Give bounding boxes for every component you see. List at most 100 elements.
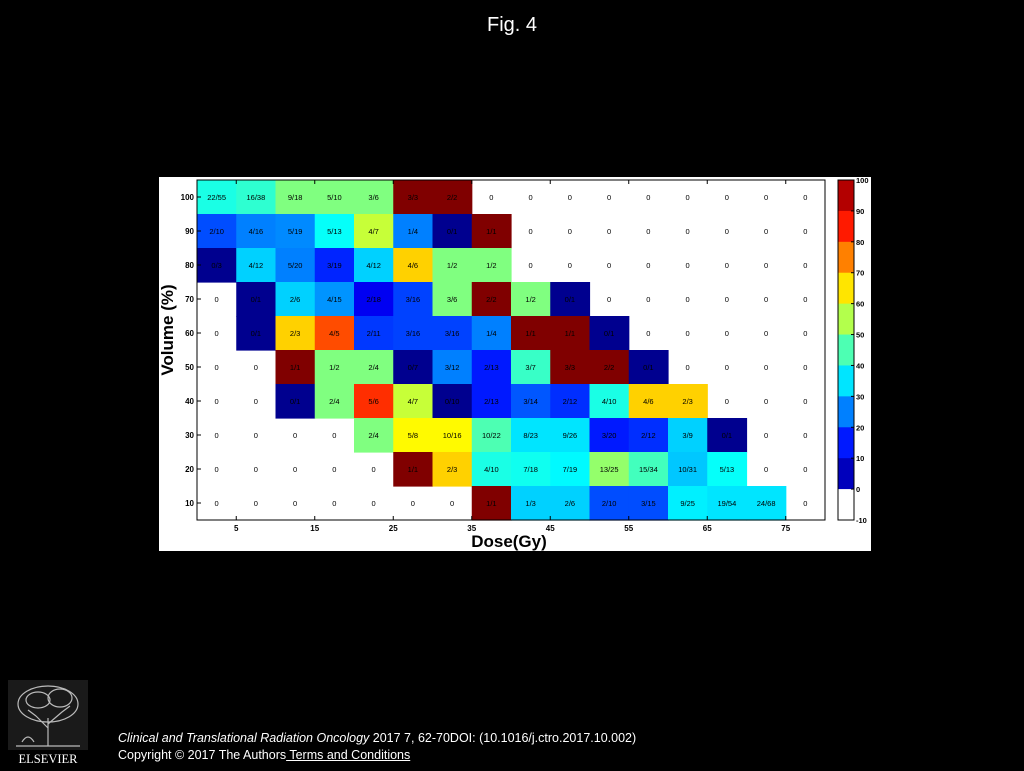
heatmap-cell	[354, 180, 394, 215]
cell-label: 0	[803, 227, 807, 236]
y-tick-label: 80	[185, 261, 194, 270]
heatmap-cell	[432, 418, 473, 453]
heatmap-cell	[393, 282, 434, 317]
cell-label: 2/13	[484, 397, 499, 406]
heatmap-cell	[589, 384, 630, 419]
y-tick-label: 40	[185, 397, 194, 406]
figure-panel: 22/55 16/38 9/18 5/10 3/6 3/3 2/2 0 0 0 0 0 0 0 0 0 2/10…	[159, 177, 871, 551]
cell-label: 0	[607, 295, 611, 304]
cell-label: 3/16	[406, 329, 421, 338]
cell-label: 7/19	[563, 465, 578, 474]
cell-label: 4/6	[643, 397, 653, 406]
cell-label: 0	[764, 295, 768, 304]
elsevier-logo: ELSEVIER	[8, 680, 88, 766]
cell-label: 0/1	[447, 227, 457, 236]
cell-label: 9/18	[288, 193, 303, 202]
cell-label: 0/1	[643, 363, 653, 372]
elsevier-wordmark: ELSEVIER	[18, 752, 78, 766]
cell-label: 2/12	[641, 431, 656, 440]
cell-label: 9/25	[680, 499, 695, 508]
heatmap-cell	[432, 316, 473, 351]
colorbar-tick-label: 40	[856, 361, 864, 370]
heatmap-cell	[707, 418, 748, 453]
heatmap-chart: 22/55 16/38 9/18 5/10 3/6 3/3 2/2 0 0 0 0 0 0 0 0 0 2/10…	[159, 177, 869, 551]
cell-label: 0	[803, 431, 807, 440]
heatmap-cell	[393, 452, 434, 487]
cell-label: 7/18	[523, 465, 538, 474]
colorbar-tick-label: 50	[856, 331, 864, 340]
heatmap-cell	[628, 350, 669, 385]
heatmap-cell	[314, 384, 355, 419]
cell-label: 4/10	[602, 397, 617, 406]
heatmap-cell	[393, 350, 434, 385]
cell-label: 0	[803, 193, 807, 202]
cell-label: 0	[293, 499, 297, 508]
cell-label: 1/3	[525, 499, 535, 508]
cell-label: 0	[215, 465, 219, 474]
heatmap-cell	[354, 384, 394, 419]
heatmap-cell	[550, 418, 591, 453]
heatmap-cell	[393, 248, 434, 283]
cell-label: 0	[686, 363, 690, 372]
cell-label: 0	[764, 363, 768, 372]
heatmap-cell	[432, 248, 473, 283]
heatmap-cell	[628, 452, 669, 487]
cell-label: 0	[529, 261, 533, 270]
heatmap-cell	[550, 316, 591, 351]
heatmap-cell	[236, 316, 277, 351]
x-tick-label: 25	[389, 524, 398, 533]
heatmap-cell	[236, 214, 277, 249]
cell-label: 0	[725, 363, 729, 372]
heatmap-cell	[393, 214, 434, 249]
cell-label: 0	[803, 499, 807, 508]
heatmap-cell	[589, 350, 630, 385]
cell-label: 0	[215, 431, 219, 440]
colorbar-tick-label: -10	[856, 516, 867, 525]
cell-label: 4/6	[408, 261, 418, 270]
heatmap-cell	[628, 418, 669, 453]
cell-label: 3/15	[641, 499, 656, 508]
footer-copyright: Copyright © 2017 The Authors Terms and C…	[118, 748, 410, 762]
cell-label: 2/4	[329, 397, 339, 406]
cell-label: 5/13	[327, 227, 342, 236]
x-tick-label: 65	[703, 524, 712, 533]
cell-label: 0	[215, 329, 219, 338]
cell-label: 0	[646, 295, 650, 304]
heatmap-cell	[589, 418, 630, 453]
terms-and-conditions-link[interactable]: Terms and Conditions	[286, 748, 411, 762]
cell-label: 1/1	[408, 465, 418, 474]
x-tick-label: 55	[624, 524, 633, 533]
heatmap-cell	[550, 452, 591, 487]
cell-label: 4/7	[368, 227, 378, 236]
cell-label: 0	[332, 499, 336, 508]
heatmap-cell	[432, 452, 473, 487]
heatmap-cell	[314, 282, 355, 317]
cell-label: 0	[254, 363, 258, 372]
heatmap-cell	[589, 316, 630, 351]
heatmap-cell	[550, 384, 591, 419]
cell-label: 5/19	[288, 227, 303, 236]
cell-label: 3/16	[406, 295, 421, 304]
heatmap-cell	[746, 486, 787, 521]
cell-label: 0	[646, 261, 650, 270]
cell-label: 3/7	[525, 363, 535, 372]
cell-label: 0	[725, 329, 729, 338]
cell-label: 1/1	[525, 329, 535, 338]
heatmap-cell	[471, 316, 512, 351]
colorbar-tick-label: 60	[856, 300, 864, 309]
y-tick-label: 30	[185, 431, 194, 440]
cell-label: 0	[725, 397, 729, 406]
cell-label: 2/12	[563, 397, 578, 406]
heatmap-cell	[236, 282, 277, 317]
heatmap-cell	[471, 384, 512, 419]
cell-label: 4/12	[366, 261, 381, 270]
cell-label: 4/7	[408, 397, 418, 406]
heatmap-cell	[707, 486, 748, 521]
cell-label: 0/1	[722, 431, 732, 440]
cell-label: 0	[686, 329, 690, 338]
heatmap-cell	[354, 282, 394, 317]
cell-label: 0	[646, 193, 650, 202]
cell-label: 0	[646, 329, 650, 338]
cell-label: 4/15	[327, 295, 342, 304]
heatmap-cell	[511, 350, 551, 385]
